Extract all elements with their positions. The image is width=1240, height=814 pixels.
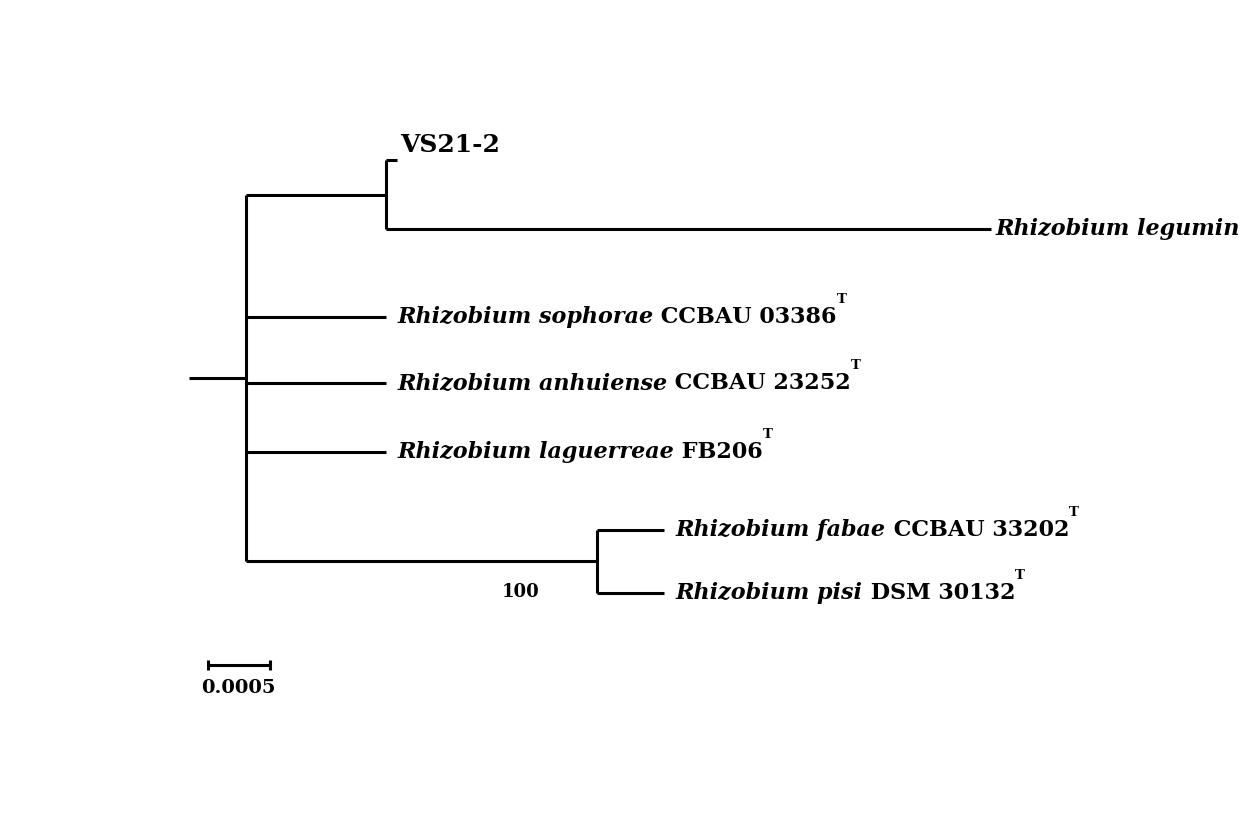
Text: 100: 100 — [502, 583, 539, 601]
Text: Rhizobium anhuiense: Rhizobium anhuiense — [397, 372, 667, 394]
Text: T: T — [763, 428, 773, 440]
Text: VS21-2: VS21-2 — [401, 133, 500, 157]
Text: T: T — [1016, 569, 1025, 582]
Text: Rhizobium leguminosarum: Rhizobium leguminosarum — [996, 218, 1240, 240]
Text: CCBAU 23252: CCBAU 23252 — [667, 372, 851, 394]
Text: FB206: FB206 — [673, 441, 763, 463]
Text: T: T — [837, 293, 847, 306]
Text: T: T — [1069, 506, 1079, 519]
Text: T: T — [851, 359, 861, 372]
Text: CCBAU 33202: CCBAU 33202 — [885, 519, 1069, 541]
Text: Rhizobium fabae: Rhizobium fabae — [676, 519, 885, 541]
Text: DSM 30132: DSM 30132 — [863, 582, 1016, 604]
Text: CCBAU 03386: CCBAU 03386 — [653, 306, 837, 328]
Text: Rhizobium pisi: Rhizobium pisi — [676, 582, 863, 604]
Text: 0.0005: 0.0005 — [201, 679, 275, 697]
Text: Rhizobium sophorae: Rhizobium sophorae — [397, 306, 653, 328]
Text: Rhizobium laguerreae: Rhizobium laguerreae — [397, 441, 673, 463]
